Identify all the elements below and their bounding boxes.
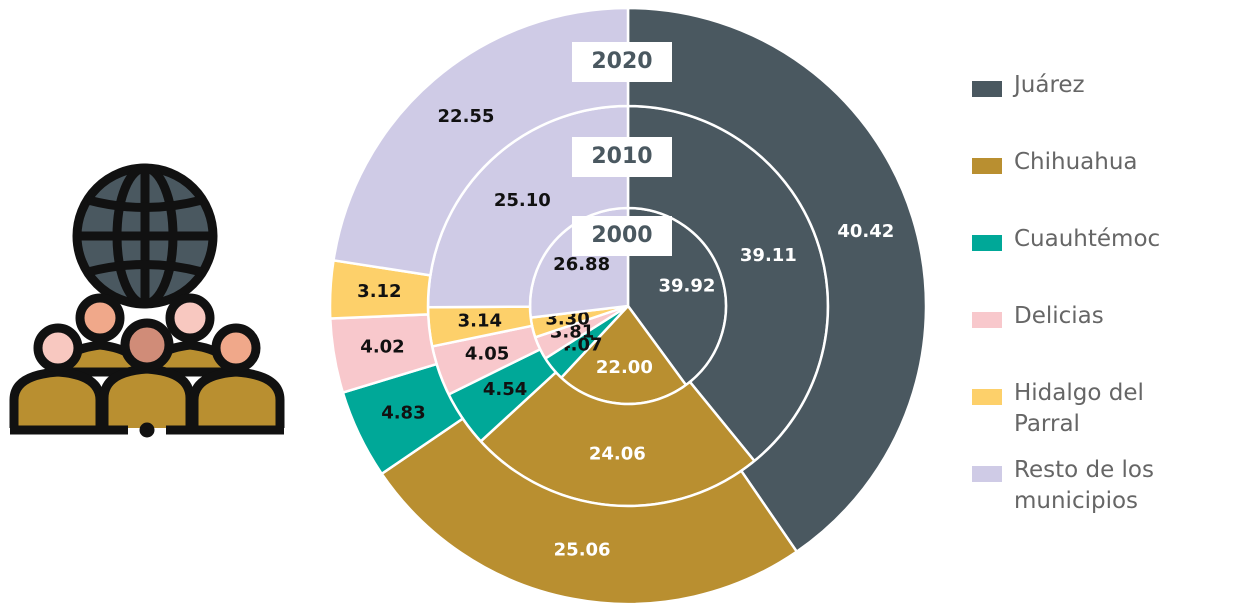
legend-label: Hidalgo del Parral [1014, 380, 1144, 437]
legend-label: Chihuahua [1014, 149, 1138, 175]
year-box [572, 42, 672, 82]
legend: Juárez Chihuahua Cuauhtémoc Delicias Hidalgo… [972, 70, 1237, 532]
legend-swatch [972, 312, 1002, 328]
year-box [572, 216, 672, 256]
legend-label: Juárez [1014, 72, 1085, 98]
legend-swatch [972, 81, 1002, 97]
value-label: 22.00 [596, 357, 653, 378]
legend-label: Delicias [1014, 303, 1104, 329]
people-icon [9, 163, 285, 438]
value-label: 39.92 [658, 276, 715, 297]
value-label: 40.42 [837, 221, 894, 242]
legend-item: Chihuahua [972, 147, 1237, 224]
legend-swatch [972, 466, 1002, 482]
year-label: 2000 [591, 223, 652, 248]
legend-item: Delicias [972, 301, 1237, 378]
year-label: 2010 [591, 144, 652, 169]
wedge [332, 6, 630, 277]
value-label: 3.14 [458, 311, 502, 332]
legend-label: Resto de los municipios [1014, 457, 1154, 514]
legend-item: Hidalgo del Parral [972, 378, 1237, 455]
value-label: 4.54 [483, 379, 527, 400]
wedge [380, 416, 799, 606]
year-label: 2020 [591, 49, 652, 74]
legend-item: Resto de los municipios [972, 455, 1237, 532]
value-label: 3.12 [357, 281, 401, 302]
value-label: 39.11 [740, 245, 797, 266]
value-label: 4.83 [381, 403, 425, 424]
value-label: 24.06 [589, 444, 646, 465]
legend-swatch [972, 235, 1002, 251]
legend-label: Cuauhtémoc [1014, 226, 1161, 252]
legend-swatch [972, 389, 1002, 405]
year-box [572, 137, 672, 177]
value-label: 22.55 [438, 106, 495, 127]
wedge [626, 6, 928, 554]
legend-item: Cuauhtémoc [972, 224, 1237, 301]
value-label: 26.88 [553, 254, 610, 275]
value-label: 4.05 [465, 343, 509, 364]
legend-item: Juárez [972, 70, 1237, 147]
value-label: 4.02 [360, 337, 404, 358]
value-label: 25.06 [554, 540, 611, 561]
value-label: 25.10 [494, 190, 551, 211]
legend-swatch [972, 158, 1002, 174]
